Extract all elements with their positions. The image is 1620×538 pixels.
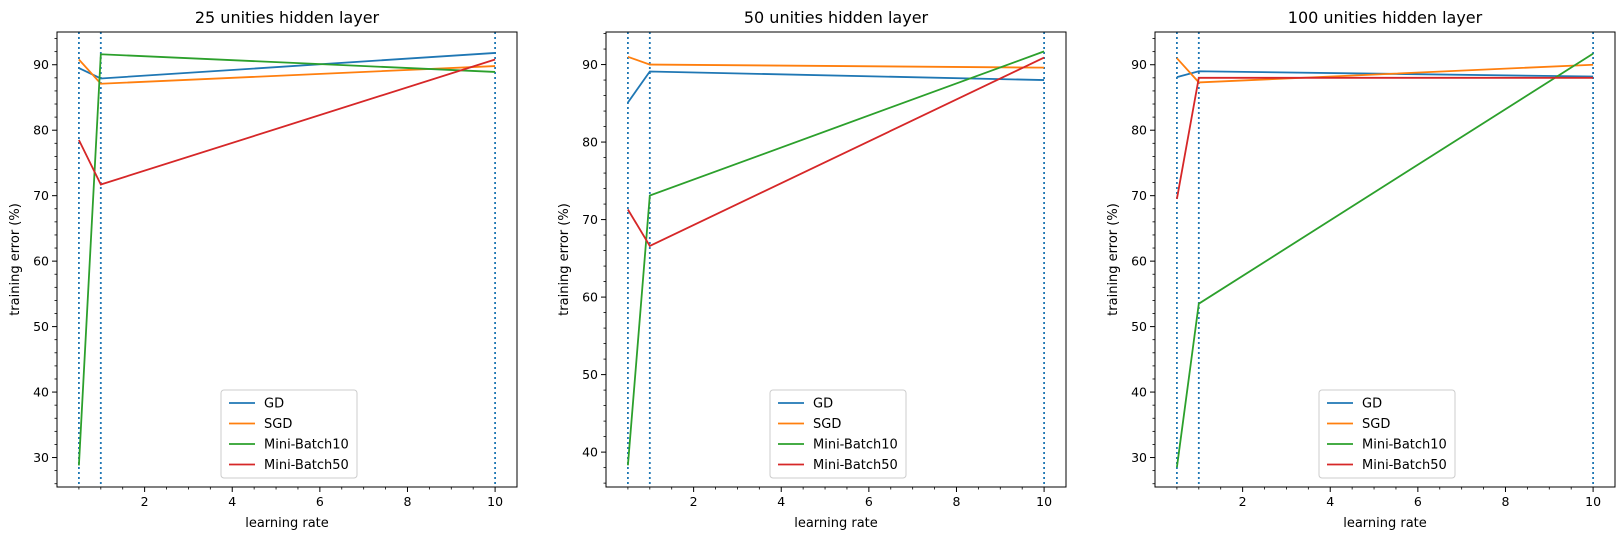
series-line-sgd xyxy=(78,58,496,85)
series-line-sgd xyxy=(627,55,1045,69)
legend-label-gd: GD xyxy=(813,397,833,412)
x-tick-label: 2 xyxy=(141,494,149,509)
y-axis-label: training error (%) xyxy=(8,203,23,316)
legend-box xyxy=(769,389,907,479)
x-tick-label: 8 xyxy=(952,494,960,509)
series-line-gd xyxy=(627,70,1045,104)
legend-label-mini-batch10: Mini-Batch10 xyxy=(813,438,898,453)
series-line-mini-batch10 xyxy=(627,50,1045,466)
x-axis-label: learning rate xyxy=(794,516,878,531)
x-tick-label: 8 xyxy=(1501,494,1509,509)
legend-label-mini-batch50: Mini-Batch50 xyxy=(813,458,898,473)
legend-label-mini-batch10: Mini-Batch10 xyxy=(264,438,349,453)
plot-frame xyxy=(605,31,1067,488)
y-tick-label: 40 xyxy=(1131,385,1147,400)
series-line-mini-batch50 xyxy=(78,58,496,186)
x-tick-label: 6 xyxy=(865,494,873,509)
y-tick-label: 80 xyxy=(582,135,598,150)
x-tick-label: 10 xyxy=(1585,494,1601,509)
x-tick-label: 6 xyxy=(1414,494,1422,509)
legend: GD SGD Mini-Batch10 Mini-Batch50 xyxy=(220,389,358,479)
series-line-mini-batch50 xyxy=(627,56,1045,248)
chart-title: 100 unities hidden layer xyxy=(1288,8,1483,27)
y-tick-label: 70 xyxy=(1131,188,1147,203)
legend-box xyxy=(220,389,358,479)
y-tick-label: 30 xyxy=(1131,450,1147,465)
series-line-mini-batch50 xyxy=(1176,76,1594,200)
y-axis-label: training error (%) xyxy=(557,203,572,316)
legend-label-gd: GD xyxy=(264,397,284,412)
x-axis-label: learning rate xyxy=(245,516,329,531)
x-tick-label: 2 xyxy=(1239,494,1247,509)
chart-panel-1: 25 unities hidden layer 2 4 6 8 10 30 40 50 60 70 8… xyxy=(8,8,518,531)
y-tick-label: 60 xyxy=(582,290,598,305)
legend-label-mini-batch50: Mini-Batch50 xyxy=(1362,458,1447,473)
x-tick-label: 10 xyxy=(487,494,503,509)
y-tick-label: 60 xyxy=(33,254,49,269)
y-tick-label: 50 xyxy=(33,319,49,334)
y-tick-label: 90 xyxy=(33,57,49,72)
series-line-mini-batch10 xyxy=(78,53,496,466)
y-tick-label: 70 xyxy=(582,212,598,227)
legend-label-sgd: SGD xyxy=(813,417,841,432)
x-tick-label: 4 xyxy=(777,494,785,509)
y-tick-label: 90 xyxy=(582,57,598,72)
y-tick-label: 40 xyxy=(33,385,49,400)
y-tick-label: 40 xyxy=(582,445,598,460)
chart-title: 50 unities hidden layer xyxy=(744,8,929,27)
y-tick-label: 60 xyxy=(1131,254,1147,269)
series-line-mini-batch10 xyxy=(1176,52,1594,468)
legend-label-sgd: SGD xyxy=(1362,417,1390,432)
x-axis-label: learning rate xyxy=(1343,516,1427,531)
y-tick-label: 30 xyxy=(33,450,49,465)
chart-panel-2: 50 unities hidden layer 2 4 6 8 10 40 50 60 70 80 9… xyxy=(557,8,1067,531)
x-tick-label: 6 xyxy=(316,494,324,509)
x-tick-label: 10 xyxy=(1036,494,1052,509)
y-tick-label: 80 xyxy=(33,123,49,138)
plot-frame xyxy=(1154,31,1616,488)
y-tick-label: 50 xyxy=(1131,319,1147,334)
legend-label-sgd: SGD xyxy=(264,417,292,432)
chart-panel-3: 100 unities hidden layer 2 4 6 8 10 30 40 50 60 70… xyxy=(1106,8,1616,531)
legend-label-mini-batch50: Mini-Batch50 xyxy=(264,458,349,473)
chart-title: 25 unities hidden layer xyxy=(195,8,380,27)
legend: GD SGD Mini-Batch10 Mini-Batch50 xyxy=(769,389,907,479)
y-axis-label: training error (%) xyxy=(1106,203,1121,316)
legend-label-gd: GD xyxy=(1362,397,1382,412)
series-line-gd xyxy=(78,52,496,80)
legend: GD SGD Mini-Batch10 Mini-Batch50 xyxy=(1318,389,1456,479)
y-tick-label: 90 xyxy=(1131,57,1147,72)
plot-frame xyxy=(56,31,518,488)
y-tick-label: 70 xyxy=(33,188,49,203)
x-tick-label: 4 xyxy=(228,494,236,509)
y-tick-label: 50 xyxy=(582,367,598,382)
x-tick-label: 4 xyxy=(1326,494,1334,509)
series-line-gd xyxy=(1176,70,1594,79)
legend-label-mini-batch10: Mini-Batch10 xyxy=(1362,438,1447,453)
legend-box xyxy=(1318,389,1456,479)
series-line-sgd xyxy=(1176,57,1594,84)
x-tick-label: 8 xyxy=(403,494,411,509)
x-tick-label: 2 xyxy=(690,494,698,509)
y-tick-label: 80 xyxy=(1131,123,1147,138)
